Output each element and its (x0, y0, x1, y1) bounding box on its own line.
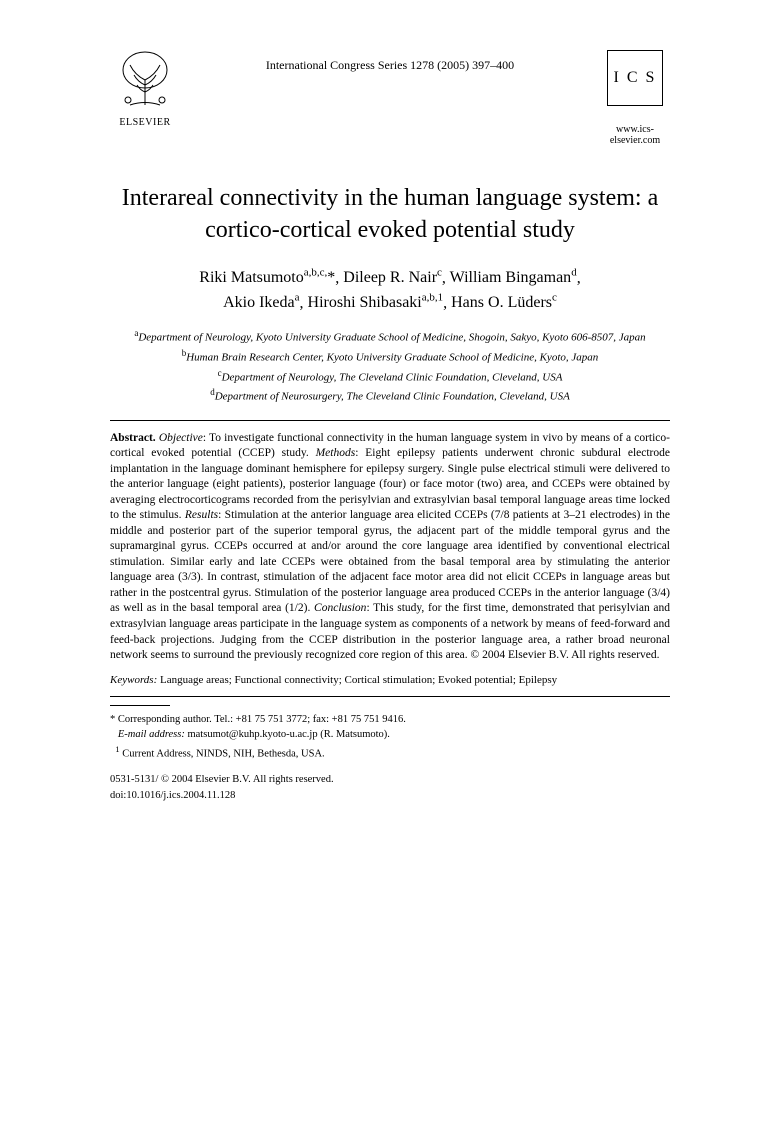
authors-block: Riki Matsumotoa,b,c,*, Dileep R. Nairc, … (110, 265, 670, 316)
footnote-marker: * (110, 714, 115, 725)
methods-label: Methods (316, 447, 356, 459)
keywords-label: Keywords: (110, 674, 157, 686)
conclusion-label: Conclusion (314, 602, 366, 614)
author: Akio Ikedaa (223, 294, 299, 311)
results-text: Stimulation at the anterior language are… (110, 509, 670, 614)
page-header: ELSEVIER International Congress Series 1… (110, 50, 670, 146)
affiliations-block: aDepartment of Neurology, Kyoto Universi… (110, 327, 670, 405)
objective-label: Objective (159, 432, 203, 444)
footnote-marker: 1 (115, 744, 119, 754)
divider (110, 420, 670, 421)
results-label: Results (185, 509, 218, 521)
footnotes-block: * Corresponding author. Tel.: +81 75 751… (110, 712, 670, 763)
doi-line: doi:10.1016/j.ics.2004.11.128 (110, 788, 670, 803)
author: Dileep R. Nairc (343, 269, 442, 286)
elsevier-logo: ELSEVIER (110, 50, 180, 130)
current-address-footnote: 1 Current Address, NINDS, NIH, Bethesda,… (110, 743, 670, 762)
footnote-divider (110, 705, 170, 706)
copyright-block: 0531-5131/ © 2004 Elsevier B.V. All righ… (110, 772, 670, 802)
corresponding-author-footnote: * Corresponding author. Tel.: +81 75 751… (110, 712, 670, 728)
divider (110, 696, 670, 697)
abstract-label: Abstract. (110, 432, 156, 444)
elsevier-logo-text: ELSEVIER (110, 117, 180, 128)
ics-logo-block: I C S www.ics-elsevier.com (600, 50, 670, 146)
email-address: matsumot@kuhp.kyoto-u.ac.jp (R. Matsumot… (187, 729, 389, 740)
journal-reference: International Congress Series 1278 (2005… (180, 50, 600, 73)
affiliation: bHuman Brain Research Center, Kyoto Univ… (110, 347, 670, 367)
keywords-text: Language areas; Functional connectivity;… (160, 674, 557, 686)
affiliation: aDepartment of Neurology, Kyoto Universi… (110, 327, 670, 347)
author: Riki Matsumotoa,b,c,* (199, 269, 335, 286)
author: Hiroshi Shibasakia,b,1 (308, 294, 444, 311)
issn-copyright-line: 0531-5131/ © 2004 Elsevier B.V. All righ… (110, 772, 670, 787)
ics-url: www.ics-elsevier.com (600, 124, 670, 146)
author: William Bingamand (450, 269, 577, 286)
email-label: E-mail address: (118, 729, 185, 740)
author: Hans O. Lüdersc (451, 294, 557, 311)
article-title: Interareal connectivity in the human lan… (110, 182, 670, 247)
paper-page: ELSEVIER International Congress Series 1… (0, 0, 780, 1133)
abstract-block: Abstract. Objective: To investigate func… (110, 431, 670, 664)
ics-logo-icon: I C S (607, 50, 663, 106)
affiliation: cDepartment of Neurology, The Cleveland … (110, 367, 670, 387)
elsevier-tree-icon (110, 50, 180, 110)
inline-copyright: © 2004 Elsevier B.V. All rights reserved… (471, 649, 660, 661)
affiliation: dDepartment of Neurosurgery, The Clevela… (110, 386, 670, 406)
keywords-block: Keywords: Language areas; Functional con… (110, 674, 670, 686)
email-footnote: E-mail address: matsumot@kuhp.kyoto-u.ac… (110, 727, 670, 743)
